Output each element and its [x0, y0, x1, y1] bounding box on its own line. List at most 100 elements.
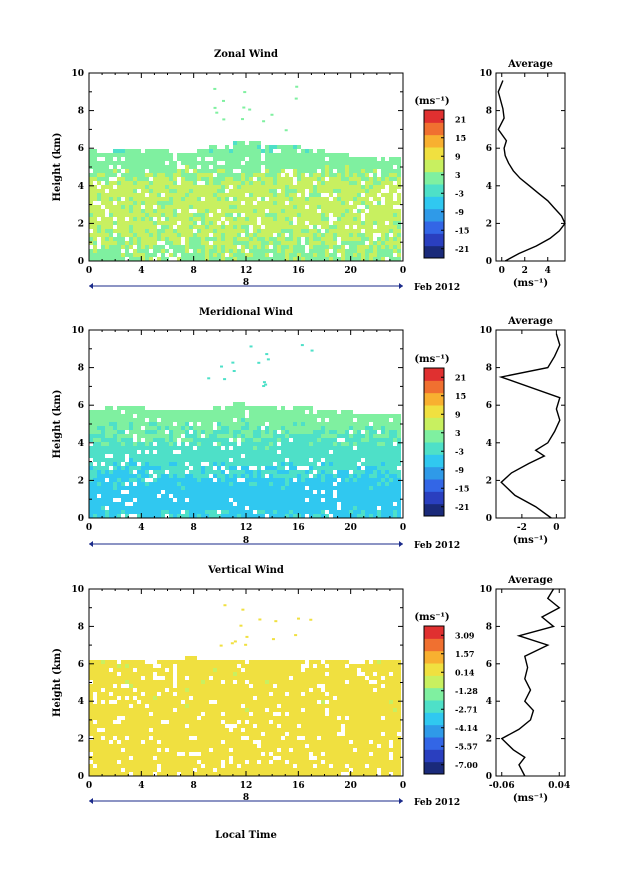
heatmap-cell	[257, 486, 261, 490]
heatmap-cell	[189, 165, 193, 169]
heatmap-cell	[385, 502, 389, 506]
heatmap-cell	[341, 418, 345, 422]
heatmap-cell	[109, 676, 113, 680]
heatmap-cell	[185, 748, 189, 752]
heatmap-cell	[377, 438, 381, 442]
heatmap-cell	[141, 161, 145, 165]
heatmap-cell	[389, 502, 393, 506]
heatmap-cell	[269, 225, 273, 229]
heatmap-cell	[381, 414, 385, 418]
heatmap-cell	[109, 237, 113, 241]
heatmap-cell	[165, 458, 169, 462]
heatmap-cell	[337, 245, 341, 249]
heatmap-cell	[181, 676, 185, 680]
heatmap-cell	[293, 462, 297, 466]
heatmap-cell	[201, 213, 205, 217]
heatmap-cell	[109, 680, 113, 684]
heatmap-cell	[161, 434, 165, 438]
heatmap-cell	[305, 502, 309, 506]
heatmap-cell	[121, 756, 125, 760]
heatmap-cell	[141, 696, 145, 700]
heatmap-cell	[357, 165, 361, 169]
heatmap-cell	[153, 696, 157, 700]
heatmap-cell	[145, 474, 149, 478]
heatmap-cell	[369, 446, 373, 450]
heatmap-cell	[97, 720, 101, 724]
heatmap-cell	[329, 169, 333, 173]
heatmap-cell	[177, 430, 181, 434]
heatmap-cell	[113, 664, 117, 668]
heatmap-cell	[217, 181, 221, 185]
heatmap-cell	[297, 498, 301, 502]
heatmap-cell	[233, 205, 237, 209]
heatmap-cell	[169, 414, 173, 418]
heatmap-cell	[145, 410, 149, 414]
heatmap-cell	[233, 406, 237, 410]
heatmap-cell	[137, 177, 141, 181]
heatmap-cell	[125, 225, 129, 229]
heatmap-cell	[121, 233, 125, 237]
heatmap-cell	[397, 502, 401, 506]
colorbar-tick-label: 3	[455, 170, 461, 180]
heatmap-cell	[213, 450, 217, 454]
heatmap-cell	[397, 237, 401, 241]
heatmap-cell	[321, 438, 325, 442]
heatmap-cell	[97, 430, 101, 434]
heatmap-cell	[273, 454, 277, 458]
heatmap-cell	[313, 442, 317, 446]
heatmap-cell	[101, 169, 105, 173]
heatmap-cell	[365, 253, 369, 257]
heatmap-cell	[353, 249, 357, 253]
heatmap-cell	[369, 169, 373, 173]
heatmap-cell	[393, 189, 397, 193]
heatmap-cell	[233, 253, 237, 257]
heatmap-cell	[121, 744, 125, 748]
heatmap-cell	[169, 438, 173, 442]
heatmap-cell	[341, 161, 345, 165]
heatmap-cell	[209, 177, 213, 181]
heatmap-cell	[353, 434, 357, 438]
heatmap-cell	[109, 213, 113, 217]
heatmap-cell	[341, 193, 345, 197]
heatmap-cell	[141, 482, 145, 486]
heatmap-cell	[225, 438, 229, 442]
heatmap-cell	[301, 149, 305, 153]
heatmap-cell	[377, 466, 381, 470]
heatmap-cell	[153, 241, 157, 245]
heatmap-cell	[105, 660, 109, 664]
heatmap-cell	[229, 221, 233, 225]
heatmap-cell	[109, 764, 113, 768]
heatmap-cell	[169, 510, 173, 514]
heatmap-cell	[389, 422, 393, 426]
heatmap-cell	[153, 482, 157, 486]
heatmap-cell	[105, 177, 109, 181]
heatmap-cell	[297, 209, 301, 213]
heatmap-cell	[169, 716, 173, 720]
heatmap-cell	[197, 688, 201, 692]
heatmap-cell	[269, 189, 273, 193]
heatmap-cell	[381, 434, 385, 438]
heatmap-cell	[289, 237, 293, 241]
heatmap-cell	[201, 510, 205, 514]
heatmap-cell	[293, 414, 297, 418]
heatmap-cell	[321, 462, 325, 466]
heatmap-cell	[101, 450, 105, 454]
heatmap-cell	[229, 165, 233, 169]
heatmap-cell	[269, 414, 273, 418]
heatmap-cell	[173, 209, 177, 213]
heatmap-cell	[149, 414, 153, 418]
heatmap-cell	[265, 189, 269, 193]
heatmap-cell	[181, 494, 185, 498]
heatmap-cell	[297, 177, 301, 181]
heatmap-cell	[269, 181, 273, 185]
heatmap-cell	[385, 237, 389, 241]
heatmap-cell	[185, 213, 189, 217]
heatmap-field	[89, 85, 401, 261]
heatmap-cell	[289, 217, 293, 221]
heatmap-cell	[349, 157, 353, 161]
heatmap-cell	[149, 157, 153, 161]
heatmap-cell	[357, 245, 361, 249]
heatmap-cell	[141, 474, 145, 478]
heatmap-cell	[277, 229, 281, 233]
heatmap-cell	[137, 768, 141, 772]
